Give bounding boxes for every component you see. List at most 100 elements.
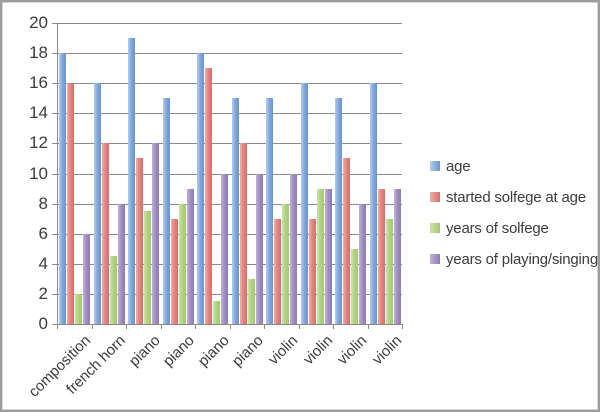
y-tick-label: 4 [38, 253, 48, 273]
bar-s3-g9 [393, 188, 401, 324]
gridline [57, 233, 402, 235]
gridline [57, 143, 402, 145]
gridline [57, 173, 402, 175]
y-tick-label: 18 [29, 43, 48, 63]
bar-s0-g3 [162, 98, 170, 325]
bar-s0-g7 [300, 83, 308, 324]
legend-item: years of playing/singing [430, 249, 598, 269]
bar-s0-g0 [59, 53, 66, 324]
x-category-label: piano [159, 332, 198, 370]
y-axis-tick [52, 293, 57, 295]
bar-s1-g0 [67, 83, 74, 324]
y-axis-tick [52, 143, 57, 145]
bar-s3-g3 [186, 188, 194, 324]
bar-s2-g0 [75, 293, 82, 324]
x-axis-tick [298, 324, 300, 329]
x-category-label: violin [368, 332, 405, 369]
bar-s3-g0 [83, 233, 90, 324]
bar-s1-g4 [205, 68, 212, 324]
bar-s2-g9 [385, 218, 393, 324]
y-tick-label: 2 [38, 283, 48, 303]
bar-s0-g9 [369, 83, 377, 324]
bar-s3-g5 [255, 173, 263, 324]
bar-s2-g4 [213, 301, 220, 324]
y-axis-tick [52, 83, 57, 85]
legend-item: years of solfege [430, 218, 549, 238]
gridline [57, 203, 402, 205]
legend-item: started solfege at age [430, 187, 586, 207]
y-axis-tick [52, 113, 57, 115]
y-axis-tick [52, 53, 57, 55]
legend-item: age [430, 156, 471, 176]
gridline [57, 83, 402, 85]
bar-s0-g5 [231, 98, 239, 325]
gridline [57, 113, 402, 115]
y-tick-label: 6 [38, 223, 48, 243]
bar-s3-g8 [359, 203, 366, 324]
x-axis-tick [195, 324, 196, 329]
gridline [57, 293, 402, 295]
bar-s0-g6 [266, 98, 273, 325]
x-axis-tick [402, 324, 403, 329]
x-category-label: piano [194, 332, 233, 370]
bar-s2-g6 [282, 203, 289, 324]
bar-s3-g2 [152, 143, 159, 324]
bar-s0-g4 [197, 53, 204, 324]
legend-swatch-icon [430, 223, 440, 233]
bar-s0-g2 [128, 38, 135, 324]
bar-s3-g7 [324, 188, 332, 324]
bar-s2-g5 [247, 278, 255, 325]
gridline [57, 53, 402, 55]
gridline [57, 263, 402, 265]
y-axis-tick [52, 233, 57, 235]
y-tick-label: 14 [29, 103, 48, 123]
bar-s3-g6 [290, 173, 297, 324]
bar-s1-g8 [343, 158, 350, 324]
x-category-label: violin [265, 332, 302, 369]
y-axis-tick [52, 324, 57, 325]
bar-s0-g8 [335, 98, 342, 325]
x-category-label: violin [334, 332, 371, 369]
bar-s0-g1 [93, 83, 101, 324]
y-axis-line [57, 23, 58, 325]
bar-s2-g8 [351, 248, 358, 325]
bar-s1-g1 [101, 143, 109, 324]
legend-swatch-icon [430, 254, 440, 264]
bar-s1-g5 [239, 143, 247, 324]
y-axis-tick [52, 23, 57, 24]
bar-s2-g3 [178, 203, 186, 324]
legend-label: age [446, 157, 471, 175]
x-axis-tick [333, 324, 334, 329]
bar-s3-g4 [221, 173, 228, 324]
y-tick-label: 10 [29, 163, 48, 183]
legend-label: years of solfege [446, 219, 549, 237]
bar-s2-g7 [316, 188, 324, 324]
bar-s3-g1 [117, 203, 125, 324]
bar-s1-g7 [308, 218, 316, 324]
y-tick-label: 8 [38, 193, 48, 213]
x-axis-tick [367, 324, 369, 329]
legend-swatch-icon [430, 161, 440, 171]
x-axis-tick [126, 324, 127, 329]
y-tick-label: 16 [29, 73, 48, 93]
y-axis-tick [52, 263, 57, 265]
x-category-label: violin [299, 332, 336, 369]
legend-label: started solfege at age [446, 188, 586, 206]
x-category-label: piano [125, 332, 164, 370]
bar-s2-g1 [109, 256, 117, 324]
bar-s2-g2 [144, 211, 151, 324]
y-tick-label: 12 [29, 133, 48, 153]
bar-s1-g3 [170, 218, 178, 324]
y-tick-label: 0 [38, 314, 48, 333]
x-axis-tick [91, 324, 93, 329]
x-axis-tick [264, 324, 265, 329]
gridline [57, 23, 402, 24]
x-category-label: piano [228, 332, 267, 370]
x-axis-tick [229, 324, 231, 329]
bar-s1-g6 [274, 218, 281, 324]
y-axis-tick [52, 173, 57, 175]
bar-s1-g9 [377, 188, 385, 324]
legend-swatch-icon [430, 192, 440, 202]
